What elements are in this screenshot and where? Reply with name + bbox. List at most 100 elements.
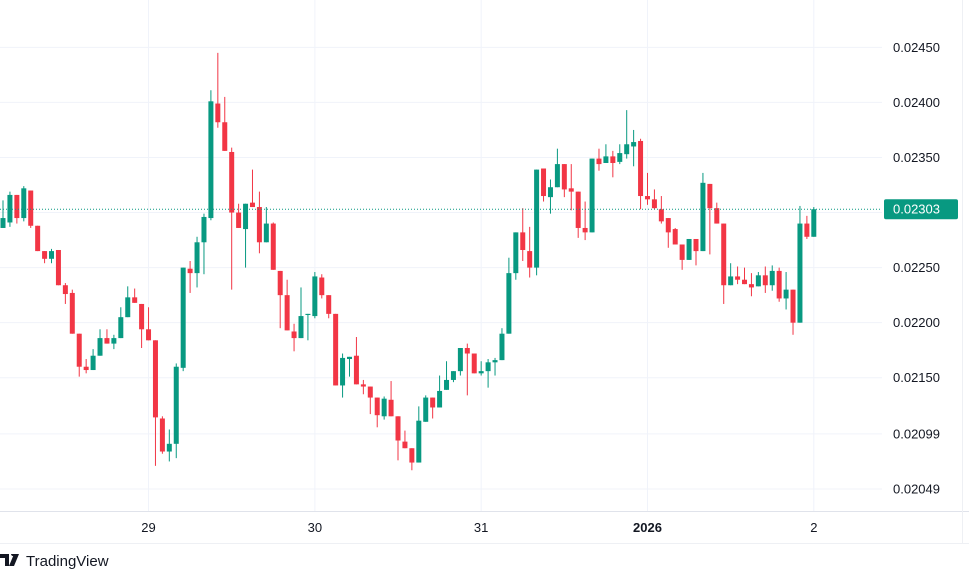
candle (589, 158, 595, 233)
candle (298, 287, 304, 339)
time-tick-label: 2 (810, 520, 817, 535)
candle (215, 52, 221, 128)
candle (693, 238, 699, 266)
candle (243, 203, 249, 268)
candle (166, 429, 172, 462)
candle-body (644, 196, 650, 200)
candle (90, 349, 96, 371)
candle-body (471, 353, 477, 374)
candle-body (728, 276, 734, 286)
candle-body (222, 122, 228, 151)
candle (118, 307, 124, 339)
candle-body (256, 207, 262, 243)
candle-body (139, 303, 145, 330)
candle (104, 329, 110, 344)
candle-body (83, 366, 89, 371)
candle-body (125, 297, 131, 318)
candle (0, 200, 6, 228)
candle (208, 90, 214, 221)
candle (686, 238, 692, 260)
candle-body (658, 209, 664, 222)
candle-body (118, 317, 124, 339)
candle-body (166, 443, 172, 452)
candle-body (291, 331, 297, 339)
price-tick-label: 0.02099 (893, 426, 940, 441)
candle (416, 406, 422, 463)
candle-body (707, 183, 713, 209)
candle (347, 356, 352, 377)
candle (430, 397, 436, 419)
candle-body (132, 297, 138, 303)
candle-body (603, 156, 609, 163)
price-axis[interactable]: 0.02450 0.02400 0.02350 0.02250 0.02200 0.021… (893, 40, 940, 497)
candle (62, 283, 68, 304)
candle-body (665, 218, 671, 233)
candle-body (21, 188, 27, 219)
candle-body (651, 199, 657, 209)
candle (333, 313, 339, 386)
candle-body (534, 169, 540, 268)
candle (305, 313, 311, 341)
current-price-label: 0.02303 (893, 202, 940, 217)
candle (568, 164, 574, 211)
candle (644, 172, 650, 205)
candle-body (381, 398, 387, 417)
candle (631, 129, 637, 167)
candle (811, 207, 817, 237)
candle-body (672, 229, 678, 245)
candle (534, 169, 540, 276)
candle-body (249, 202, 255, 208)
candle-body (42, 251, 48, 259)
tradingview-logo-icon (0, 552, 22, 570)
candle-body (589, 158, 595, 233)
candle (485, 359, 491, 388)
candle-body (187, 268, 193, 274)
candle (610, 150, 616, 178)
price-tick-label: 0.02200 (893, 315, 940, 330)
candle-body (347, 356, 352, 360)
candle-body (76, 333, 82, 367)
candle (423, 395, 429, 422)
candle (83, 359, 89, 374)
candle (326, 295, 332, 319)
candle (728, 263, 734, 286)
candle-body (194, 242, 200, 274)
candle (506, 257, 512, 334)
candle-body (554, 164, 560, 188)
grid (0, 0, 969, 544)
candle (755, 272, 761, 287)
candle-body (367, 386, 373, 398)
candle (360, 379, 366, 395)
tradingview-logo[interactable]: TradingView (0, 552, 109, 570)
candle (194, 236, 200, 288)
candle-body (14, 194, 20, 219)
candlestick-chart[interactable]: 0.02450 0.02400 0.02350 0.02250 0.02200 0.021… (0, 0, 969, 545)
candle (471, 353, 477, 374)
candle-body (547, 187, 553, 198)
candle-body (762, 275, 768, 286)
candle (624, 110, 630, 159)
candle-body (610, 156, 616, 163)
candle (125, 286, 131, 318)
candle (721, 223, 727, 304)
time-axis[interactable]: 29 30 31 2026 2 (141, 520, 817, 535)
candle (291, 323, 297, 352)
candle (783, 272, 789, 310)
candle-body (492, 360, 498, 363)
candle-body (478, 371, 484, 374)
candle (499, 328, 505, 361)
candle-body (457, 348, 463, 372)
candle (464, 343, 470, 396)
candle (651, 189, 657, 210)
candle (707, 183, 713, 255)
candle-body (360, 384, 366, 387)
candle (49, 248, 55, 264)
candle (69, 289, 75, 334)
candle (409, 448, 415, 471)
candle-body (152, 340, 158, 418)
candle-body (520, 232, 526, 250)
candle-body (776, 270, 782, 299)
candle-body (263, 223, 269, 243)
candle-body (423, 397, 429, 422)
candle-body (624, 144, 630, 155)
